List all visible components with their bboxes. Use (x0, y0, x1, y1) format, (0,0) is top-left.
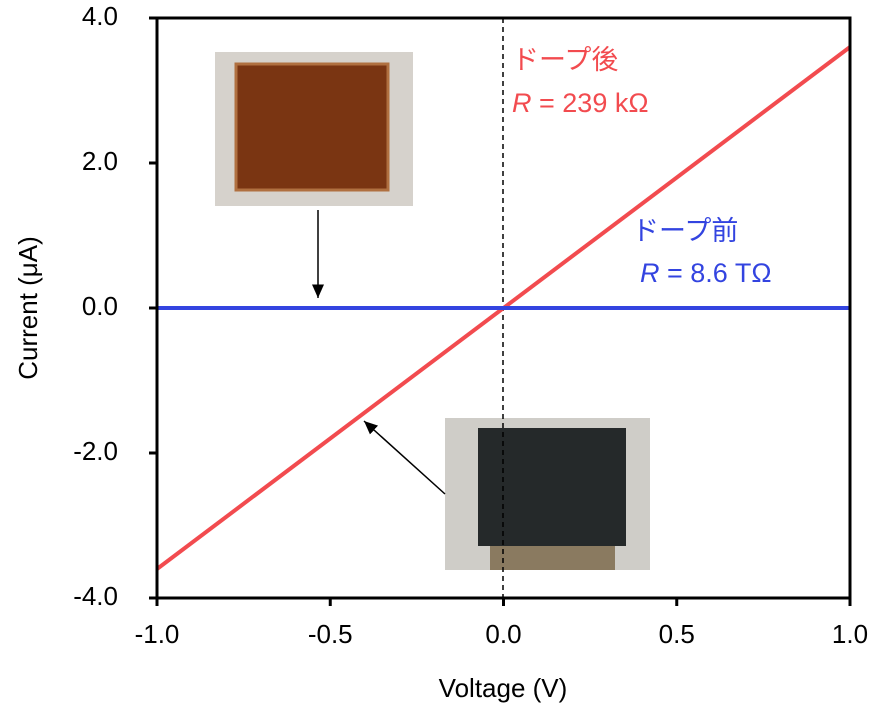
annotation-title: ドープ後 (512, 45, 618, 75)
y-tick-label: -4.0 (73, 581, 118, 611)
x-axis-title: Voltage (V) (439, 673, 568, 703)
photo-after (215, 52, 413, 206)
photo-before (445, 418, 650, 570)
arrow (364, 421, 445, 494)
symbol: R (640, 258, 660, 288)
chart: Voltage (V) Current (μA) ドープ後 R = 239 kΩ… (0, 0, 872, 717)
x-tick-label: -0.5 (308, 619, 353, 649)
x-tick-label: 0.0 (485, 619, 521, 649)
annotation-value: R = 8.6 TΩ (640, 258, 772, 288)
y-tick-label: 2.0 (82, 146, 118, 176)
y-tick-label: 4.0 (82, 1, 118, 31)
x-tick-label: 0.5 (659, 619, 695, 649)
symbol: R (512, 88, 532, 118)
y-axis-title: Current (μA) (13, 236, 43, 380)
x-tick-label: 1.0 (832, 619, 868, 649)
y-tick-label: 0.0 (82, 291, 118, 321)
y-tick-label: -2.0 (73, 436, 118, 466)
annotation-title: ドープ前 (632, 216, 738, 246)
x-tick-label: -1.0 (135, 619, 180, 649)
annotation-value: R = 239 kΩ (512, 88, 649, 118)
equation: = 239 kΩ (539, 88, 649, 118)
equation: = 8.6 TΩ (667, 258, 772, 288)
